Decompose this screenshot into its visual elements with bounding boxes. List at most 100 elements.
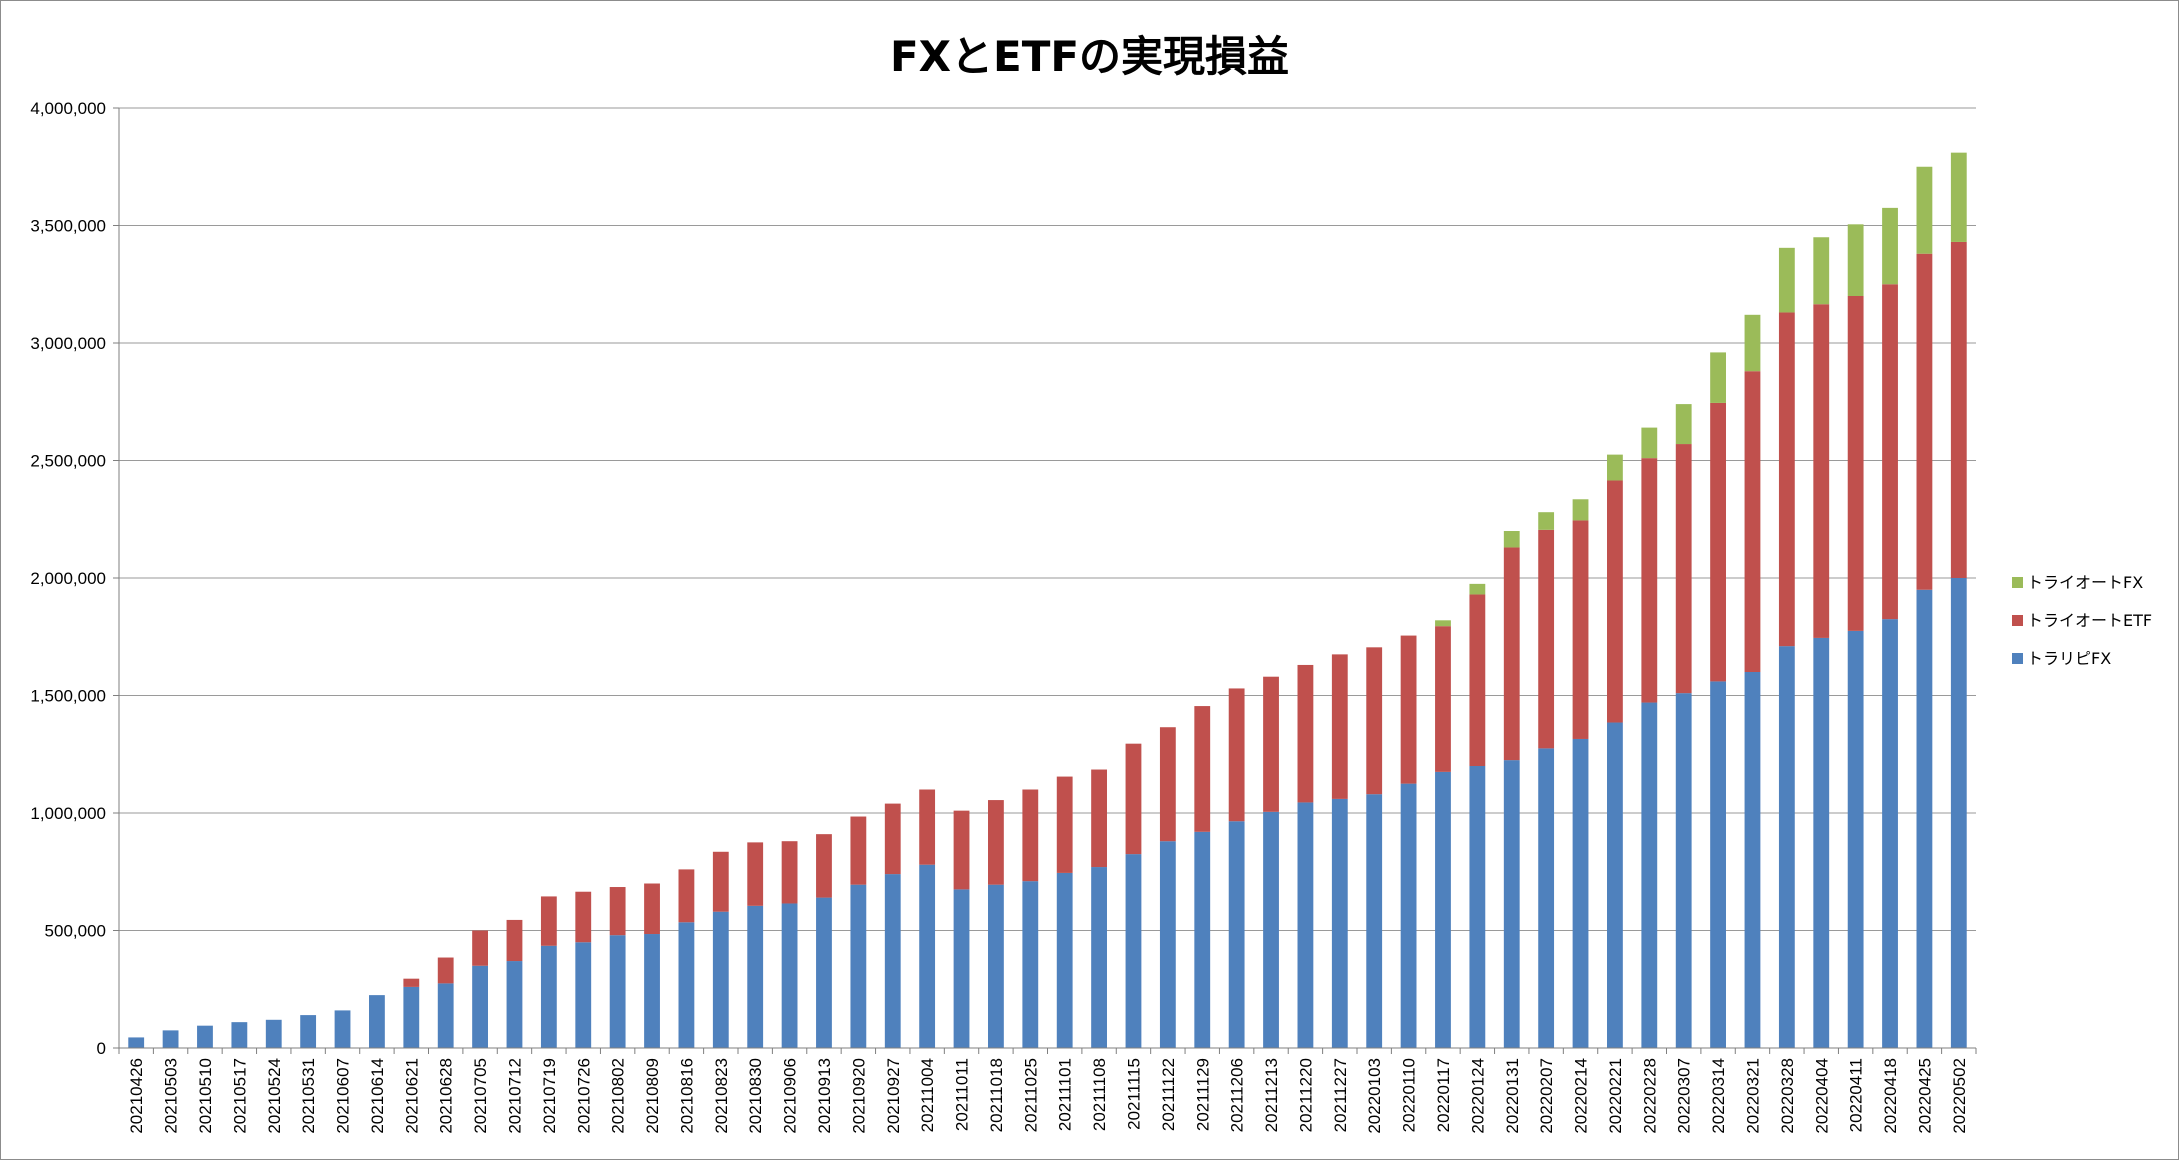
bar-segment bbox=[1159, 727, 1176, 842]
y-tick-label: 1,500,000 bbox=[30, 687, 106, 706]
bar-segment bbox=[1641, 427, 1658, 459]
bar-segment bbox=[1366, 647, 1383, 795]
x-tick-label: 20210607 bbox=[334, 1058, 353, 1134]
bar-segment bbox=[816, 897, 832, 1048]
bar-segment bbox=[1331, 798, 1348, 1048]
x-tick-label: 20210927 bbox=[884, 1058, 903, 1134]
legend-label: トライオートFX bbox=[2027, 573, 2143, 592]
bar-segment bbox=[678, 922, 695, 1048]
x-tick-label: 20211122 bbox=[1159, 1058, 1178, 1131]
bar-segment bbox=[1572, 738, 1589, 1048]
bar-segment bbox=[1675, 444, 1692, 694]
legend-label: トライオートETF bbox=[2027, 611, 2152, 630]
bar-segment bbox=[1882, 207, 1898, 285]
bar-segment bbox=[1607, 722, 1623, 1048]
x-tick-label: 20210906 bbox=[781, 1058, 800, 1134]
legend-label: トラリピFX bbox=[2027, 649, 2111, 668]
bar-segment bbox=[1744, 672, 1761, 1048]
bar-segment bbox=[1607, 454, 1623, 481]
bar-segment bbox=[472, 965, 488, 1048]
bar-segment bbox=[1641, 458, 1658, 703]
bar-segment bbox=[644, 883, 660, 935]
bar-segment bbox=[231, 1022, 248, 1048]
bar-segment bbox=[1882, 619, 1898, 1048]
bar-segment bbox=[1778, 247, 1795, 313]
x-tick-label: 20211004 bbox=[918, 1058, 937, 1132]
bar-segment bbox=[1435, 771, 1451, 1048]
bar-segment bbox=[850, 884, 867, 1048]
x-tick-label: 20211213 bbox=[1262, 1058, 1281, 1132]
bar-segment bbox=[403, 986, 420, 1048]
bar-segment bbox=[1950, 152, 1967, 242]
x-tick-label: 20220124 bbox=[1468, 1058, 1487, 1134]
bar-segment bbox=[1159, 841, 1176, 1048]
bar-segment bbox=[162, 1030, 179, 1048]
x-tick-label: 20220103 bbox=[1365, 1058, 1384, 1134]
legend-swatch bbox=[2012, 615, 2023, 626]
bar-segment bbox=[1538, 748, 1555, 1048]
bar-segment bbox=[1228, 688, 1245, 822]
x-tick-label: 20211206 bbox=[1228, 1058, 1247, 1132]
bar-segment bbox=[265, 1019, 282, 1048]
bar-segment bbox=[575, 891, 592, 943]
x-tick-label: 20211025 bbox=[1021, 1058, 1040, 1132]
y-tick-label: 4,000,000 bbox=[30, 99, 106, 118]
bar-segment bbox=[953, 810, 970, 890]
y-tick-label: 1,000,000 bbox=[30, 804, 106, 823]
bar-segment bbox=[1056, 872, 1073, 1048]
x-tick-label: 20210705 bbox=[471, 1058, 490, 1134]
bar-segment bbox=[334, 1010, 351, 1048]
bar-segment bbox=[953, 889, 970, 1048]
y-tick-label: 2,000,000 bbox=[30, 569, 106, 588]
x-tick-label: 20220404 bbox=[1812, 1058, 1831, 1134]
bar-segment bbox=[1847, 224, 1864, 296]
bar-segment bbox=[1366, 794, 1383, 1048]
x-tick-label: 20220117 bbox=[1434, 1058, 1453, 1132]
x-tick-label: 20210531 bbox=[299, 1058, 318, 1134]
bar-segment bbox=[678, 869, 695, 923]
bar-segment bbox=[816, 834, 832, 898]
bar-segment bbox=[1813, 304, 1830, 638]
bar-segment bbox=[1778, 646, 1795, 1048]
bar-segment bbox=[1916, 166, 1933, 254]
bar-segment bbox=[1607, 480, 1623, 723]
bar-segment bbox=[1331, 654, 1348, 799]
bar-segment bbox=[1813, 237, 1830, 305]
bar-segment bbox=[1022, 789, 1039, 882]
x-tick-label: 20210823 bbox=[712, 1058, 731, 1134]
bar-segment bbox=[1228, 821, 1245, 1048]
bar-segment bbox=[884, 803, 901, 875]
x-tick-label: 20210628 bbox=[437, 1058, 456, 1134]
bar-segment bbox=[1263, 811, 1279, 1048]
x-tick-label: 20220307 bbox=[1675, 1058, 1694, 1134]
bar-segment bbox=[1572, 520, 1589, 739]
legend-swatch bbox=[2012, 577, 2023, 588]
x-tick-label: 20220328 bbox=[1778, 1058, 1797, 1134]
x-tick-label: 20220411 bbox=[1847, 1058, 1866, 1132]
bar-segment bbox=[1572, 499, 1589, 521]
bar-segment bbox=[1022, 881, 1039, 1048]
bar-segment bbox=[369, 995, 385, 1048]
x-tick-label: 20211108 bbox=[1090, 1058, 1109, 1131]
bar-segment bbox=[1125, 854, 1142, 1048]
x-tick-label: 20210920 bbox=[849, 1058, 868, 1134]
bar-segment bbox=[1503, 760, 1520, 1048]
bar-segment bbox=[506, 961, 523, 1048]
bar-segment bbox=[403, 978, 420, 987]
x-tick-label: 20210726 bbox=[574, 1058, 593, 1134]
bar-segment bbox=[1744, 371, 1761, 672]
x-tick-label: 20220502 bbox=[1950, 1058, 1969, 1134]
x-tick-label: 20220131 bbox=[1503, 1058, 1522, 1134]
bar-segment bbox=[1194, 706, 1211, 832]
x-tick-label: 20210802 bbox=[609, 1058, 628, 1134]
x-tick-label: 20210503 bbox=[162, 1058, 181, 1134]
x-tick-label: 20211115 bbox=[1124, 1058, 1143, 1130]
bar-segment bbox=[506, 919, 523, 962]
bar-segment bbox=[1813, 637, 1830, 1048]
bar-segment bbox=[712, 911, 729, 1048]
bar-segment bbox=[1091, 769, 1107, 868]
x-tick-label: 20210426 bbox=[127, 1058, 146, 1134]
bar-segment bbox=[1916, 253, 1933, 590]
